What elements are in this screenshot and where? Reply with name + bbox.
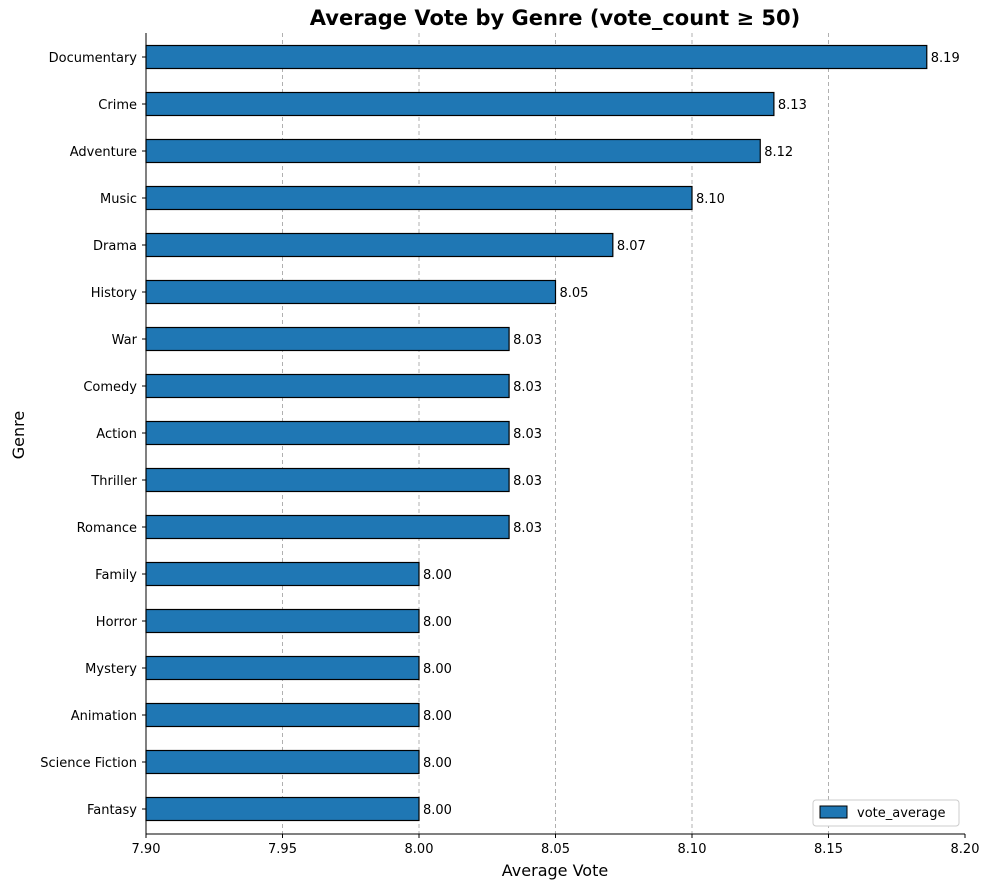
data-label: 8.03 — [513, 333, 542, 348]
x-axis-ticks: 7.90 7.95 8.00 8.05 8.10 8.15 8.20 — [132, 834, 980, 857]
bar — [145, 138, 761, 164]
y-tick-label: Adventure — [70, 145, 137, 160]
y-tick-label: Documentary — [49, 51, 138, 66]
bar — [145, 232, 614, 258]
y-tick-label: Family — [95, 568, 137, 583]
y-tick-label: Science Fiction — [40, 756, 137, 771]
data-label: 8.03 — [513, 521, 542, 536]
bar — [145, 608, 420, 634]
legend-frame — [812, 799, 960, 827]
y-tick-label: Fantasy — [87, 803, 137, 818]
y-tick-label: History — [91, 286, 138, 301]
legend-label: vote_average — [857, 806, 945, 821]
data-label: 8.07 — [617, 239, 646, 254]
y-tick-label: Drama — [93, 239, 137, 254]
x-tick-label: 8.00 — [405, 842, 434, 857]
y-tick-label: Crime — [98, 98, 137, 113]
y-tick-label: Animation — [71, 709, 137, 724]
data-label: 8.00 — [423, 568, 452, 583]
bar — [145, 373, 510, 399]
bar — [145, 796, 420, 822]
data-label: 8.00 — [423, 803, 452, 818]
bar — [145, 326, 510, 352]
data-label: 8.03 — [513, 427, 542, 442]
data-label: 8.00 — [423, 662, 452, 677]
data-label: 8.19 — [931, 51, 960, 66]
data-label: 8.13 — [778, 98, 807, 113]
x-tick-label: 7.90 — [132, 842, 161, 857]
gridlines — [282, 33, 829, 834]
chart-title: Average Vote by Genre (vote_count ≥ 50) — [310, 6, 800, 30]
bar — [145, 702, 420, 728]
bars — [145, 44, 928, 822]
x-axis-label: Average Vote — [502, 861, 608, 880]
data-label: 8.03 — [513, 474, 542, 489]
data-label: 8.00 — [423, 615, 452, 630]
data-label: 8.10 — [696, 192, 725, 207]
data-label: 8.05 — [560, 286, 589, 301]
y-tick-label: Horror — [96, 615, 138, 630]
data-label: 8.03 — [513, 380, 542, 395]
data-label: 8.12 — [764, 145, 793, 160]
legend-swatch — [819, 805, 848, 819]
y-axis-label: Genre — [9, 411, 28, 459]
bar — [145, 561, 420, 587]
bar — [145, 467, 510, 493]
y-axis-ticks: Documentary Crime Adventure Music Drama Histo… — [40, 51, 146, 818]
bar — [145, 279, 557, 305]
y-tick-label: Action — [96, 427, 137, 442]
y-tick-label: War — [112, 333, 138, 348]
y-tick-label: Comedy — [83, 380, 137, 395]
data-label: 8.00 — [423, 756, 452, 771]
bar — [145, 185, 693, 211]
x-tick-label: 8.10 — [678, 842, 707, 857]
x-tick-label: 7.95 — [268, 842, 297, 857]
data-label: 8.00 — [423, 709, 452, 724]
bar — [145, 749, 420, 775]
bar — [145, 91, 775, 117]
bar — [145, 514, 510, 540]
bar — [145, 44, 928, 70]
y-tick-label: Romance — [77, 521, 137, 536]
y-tick-label: Mystery — [85, 662, 137, 677]
x-tick-label: 8.20 — [951, 842, 980, 857]
bar — [145, 420, 510, 446]
bar — [145, 655, 420, 681]
x-tick-label: 8.05 — [541, 842, 570, 857]
y-tick-label: Thriller — [90, 474, 137, 489]
legend: vote_average — [812, 799, 960, 827]
y-tick-label: Music — [100, 192, 137, 207]
x-tick-label: 8.15 — [814, 842, 843, 857]
data-labels: 8.19 8.13 8.12 8.10 8.07 8.05 8.03 8.03 8.03 8.03… — [423, 51, 960, 818]
